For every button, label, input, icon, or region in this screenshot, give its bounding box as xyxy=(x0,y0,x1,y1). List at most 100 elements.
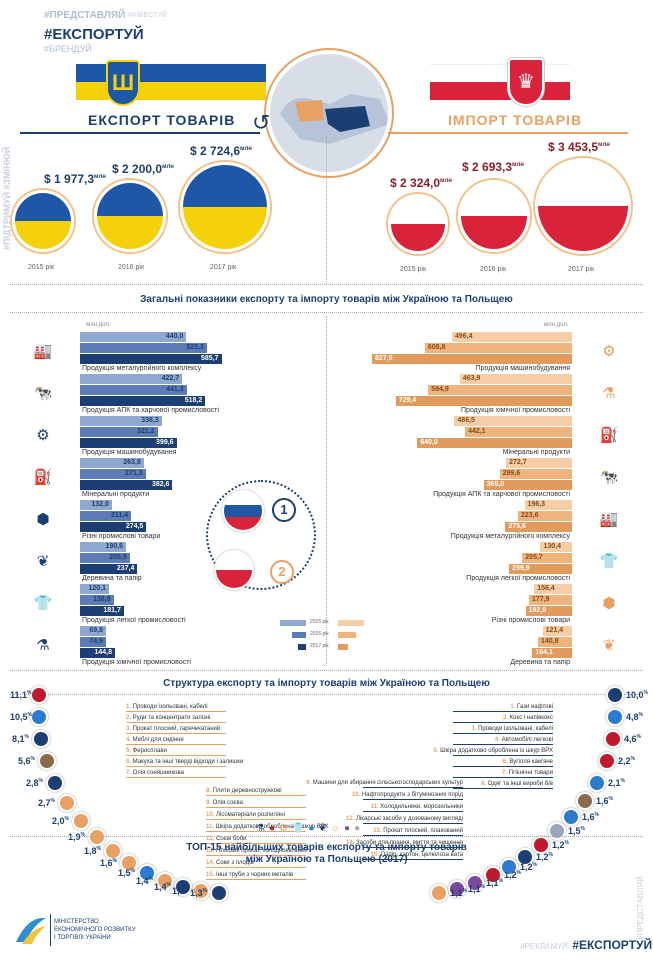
export-top-percent: 1,4% xyxy=(136,876,153,886)
import-top-item: 7. Гігієнічні товари xyxy=(501,770,553,776)
export-circle-2016 xyxy=(94,180,166,252)
poland-flag xyxy=(430,64,570,100)
export-top-item: 6. Макуха та інші тверді відходи і залиш… xyxy=(126,759,244,765)
export-bar-label: Деревина та папір xyxy=(82,575,142,582)
tag-export: #ЕКСПОРТУЙ xyxy=(44,26,144,43)
import-top-percent: 1,2% xyxy=(504,870,521,880)
tag-invest: #ІНВЕСТУЙ xyxy=(128,12,167,19)
export-top-dot xyxy=(104,842,122,860)
leader-line xyxy=(206,879,306,880)
import-top-percent: 1,2% xyxy=(552,840,569,850)
icon-dot-blue: ● xyxy=(308,822,315,834)
export-bar: 525,3 xyxy=(80,343,207,353)
oil-rig-icon: ⛽ xyxy=(599,427,619,444)
import-bar: 299,6 xyxy=(499,469,572,479)
export-bar: 205,9 xyxy=(80,553,130,563)
separator-2 xyxy=(10,312,643,313)
export-top-item: 1. Проводи ізольовані, кабелі xyxy=(126,704,208,710)
import-unit-label: млн дол. xyxy=(544,322,569,328)
factory-icon: 🏭 xyxy=(599,511,619,528)
vertical-separator-mid xyxy=(326,316,327,666)
import-top-dot xyxy=(500,858,518,876)
flask-icon: ⚗ xyxy=(602,385,616,402)
import-value-2015: $ 2 324,0млн xyxy=(390,176,452,190)
import-bar: 259,9 xyxy=(509,564,572,574)
export-top-percent: 5,6% xyxy=(18,756,35,766)
import-bar: 827,5 xyxy=(372,354,572,364)
rank-1-badge: 1 xyxy=(272,498,296,522)
export-top-percent: 1,3% xyxy=(172,886,189,896)
russia-flag-circle xyxy=(222,490,264,532)
import-top-item: 15. Папір, картон, целюлоза вата xyxy=(370,852,463,858)
import-top-percent: 4,6% xyxy=(624,734,641,744)
icon-tshirt-icon: 👕 xyxy=(291,822,305,834)
import-bar: 130,4 xyxy=(540,542,572,552)
import-top-dot xyxy=(598,752,616,770)
import-top-item: 10. Нафтопродукти з бітумінозних порід xyxy=(351,792,463,798)
leader-line xyxy=(126,711,226,712)
icon-flask-icon: ⚗ xyxy=(256,822,265,834)
export-bar: 422,7 xyxy=(80,374,183,384)
ministry-logo-icon xyxy=(14,912,48,946)
export-bar-label: Різні промислові товари xyxy=(82,533,161,540)
leader-line xyxy=(363,787,463,788)
export-bar: 585,7 xyxy=(80,354,222,364)
leader-line xyxy=(453,711,553,712)
import-value-2017: $ 3 453,5млн xyxy=(548,140,610,154)
import-top-percent: 1,5% xyxy=(568,826,585,836)
leaf-icon: ❦ xyxy=(36,553,50,570)
export-circle-2015 xyxy=(12,190,74,252)
import-top-item: 3. Проводи ізольовані, кабелі xyxy=(471,726,553,732)
import-title: ІМПОРТ ТОВАРІВ xyxy=(448,112,583,128)
export-arrow: ↺ xyxy=(252,110,271,135)
export-bar: 271,3 xyxy=(80,469,146,479)
leader-line xyxy=(206,795,306,796)
export-top-percent: 10,5% xyxy=(10,712,32,722)
leader-line xyxy=(206,807,306,808)
import-top-percent: 10,0% xyxy=(626,690,648,700)
import-top-item: 5. Шкіра додатково оброблена із шкур ВРХ xyxy=(433,748,554,754)
export-top-dot xyxy=(46,774,64,792)
import-top-dot xyxy=(604,730,622,748)
wheat-cow-icon: 🐄 xyxy=(599,469,619,486)
import-top-percent: 4,8% xyxy=(626,712,643,722)
import-top-item: 12. Лікарські засоби у дозованому вигляд… xyxy=(345,816,463,822)
separator-3 xyxy=(10,670,643,671)
import-bar: 121,4 xyxy=(542,626,572,636)
export-top-item: 12. Соєві боби xyxy=(206,836,247,842)
factory-icon: 🏭 xyxy=(33,343,53,360)
import-bar: 365,0 xyxy=(483,480,572,490)
export-top-percent: 1,5% xyxy=(118,868,135,878)
import-bar-label: Продукція легкої промисловості xyxy=(466,575,570,582)
legend: 2015 рік 2016 рік 2017 рік xyxy=(280,618,380,658)
export-bar: 321,2 xyxy=(80,427,158,437)
import-bar-label: Мінеральні продукти xyxy=(502,449,570,456)
tag-export-bottom: #ЕКСПОРТУЙ xyxy=(572,938,653,952)
leader-line xyxy=(126,766,226,767)
export-bar: 263,8 xyxy=(80,458,144,468)
export-bar: 74,9 xyxy=(80,637,106,647)
import-bar-label: Продукція металургійного комплексу xyxy=(450,533,570,540)
export-bar: 441,3 xyxy=(80,385,187,395)
legend-2015: 2015 рік xyxy=(310,619,329,625)
import-top-dot xyxy=(466,874,484,892)
export-bar: 211,4 xyxy=(80,511,132,521)
export-top-percent: 1,8% xyxy=(84,846,101,856)
export-bar-label: Продукція хімічної промисловості xyxy=(82,659,191,666)
export-top-item: 4. Меблі для сидіння xyxy=(126,737,184,743)
import-top-dot xyxy=(606,686,624,704)
import-top-percent: 1,6% xyxy=(582,812,599,822)
export-top-item: 15. Інші труби з чорних металів xyxy=(206,872,294,878)
import-bar-label: Різні промислові товари xyxy=(491,617,570,624)
icon-sun-icon: ☼ xyxy=(330,822,341,834)
leader-line xyxy=(206,819,306,820)
import-bar: 223,6 xyxy=(517,511,572,521)
import-top-item: 1. Гази нафтові xyxy=(510,704,553,710)
export-top-item: 3. Прокат плоский, гарячекатаний xyxy=(126,726,221,732)
import-top-percent: 1,1% xyxy=(468,884,485,894)
leader-line xyxy=(206,867,306,868)
export-top-dot xyxy=(72,812,90,830)
import-bar: 729,4 xyxy=(395,396,572,406)
import-top-percent: 2,1% xyxy=(608,778,625,788)
leader-line xyxy=(126,744,226,745)
